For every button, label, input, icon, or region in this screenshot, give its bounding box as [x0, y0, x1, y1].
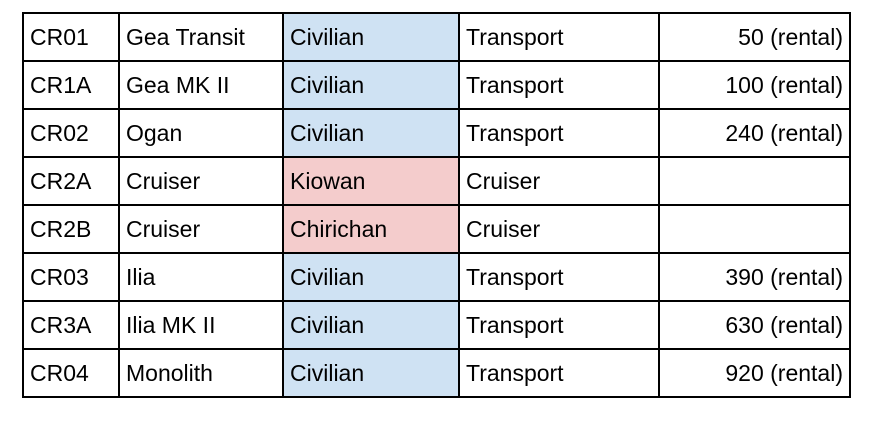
table-row: CR2A Cruiser Kiowan Cruiser — [22, 156, 851, 206]
class-cell: Transport — [458, 108, 660, 158]
code-cell: CR02 — [22, 108, 120, 158]
code-cell: CR01 — [22, 12, 120, 62]
faction-cell: Civilian — [282, 252, 460, 302]
ship-table: CR01 Gea Transit Civilian Transport 50 (rent… — [22, 12, 851, 398]
name-cell: Cruiser — [118, 156, 284, 206]
class-cell: Transport — [458, 348, 660, 398]
faction-cell: Civilian — [282, 348, 460, 398]
code-cell: CR03 — [22, 252, 120, 302]
faction-cell: Civilian — [282, 12, 460, 62]
name-cell: Ogan — [118, 108, 284, 158]
faction-cell: Civilian — [282, 300, 460, 350]
table-row: CR03 Ilia Civilian Transport 390 (rental) — [22, 252, 851, 302]
code-cell: CR3A — [22, 300, 120, 350]
code-cell: CR1A — [22, 60, 120, 110]
code-cell: CR2A — [22, 156, 120, 206]
price-cell: 240 (rental) — [658, 108, 851, 158]
price-cell — [658, 204, 851, 254]
price-cell: 50 (rental) — [658, 12, 851, 62]
table-row: CR01 Gea Transit Civilian Transport 50 (rent… — [22, 12, 851, 62]
class-cell: Cruiser — [458, 204, 660, 254]
faction-cell: Kiowan — [282, 156, 460, 206]
faction-cell: Civilian — [282, 108, 460, 158]
price-cell — [658, 156, 851, 206]
class-cell: Transport — [458, 252, 660, 302]
name-cell: Monolith — [118, 348, 284, 398]
name-cell: Ilia MK II — [118, 300, 284, 350]
table-row: CR3A Ilia MK II Civilian Transport 630 (rent… — [22, 300, 851, 350]
code-cell: CR04 — [22, 348, 120, 398]
name-cell: Ilia — [118, 252, 284, 302]
price-cell: 920 (rental) — [658, 348, 851, 398]
table-row: CR02 Ogan Civilian Transport 240 (rental) — [22, 108, 851, 158]
class-cell: Cruiser — [458, 156, 660, 206]
name-cell: Cruiser — [118, 204, 284, 254]
price-cell: 100 (rental) — [658, 60, 851, 110]
name-cell: Gea Transit — [118, 12, 284, 62]
faction-cell: Civilian — [282, 60, 460, 110]
price-cell: 630 (rental) — [658, 300, 851, 350]
name-cell: Gea MK II — [118, 60, 284, 110]
class-cell: Transport — [458, 60, 660, 110]
table-row: CR2B Cruiser Chirichan Cruiser — [22, 204, 851, 254]
code-cell: CR2B — [22, 204, 120, 254]
table-row: CR1A Gea MK II Civilian Transport 100 (renta… — [22, 60, 851, 110]
class-cell: Transport — [458, 300, 660, 350]
class-cell: Transport — [458, 12, 660, 62]
faction-cell: Chirichan — [282, 204, 460, 254]
table-row: CR04 Monolith Civilian Transport 920 (rental… — [22, 348, 851, 398]
price-cell: 390 (rental) — [658, 252, 851, 302]
table-body: CR01 Gea Transit Civilian Transport 50 (rent… — [22, 12, 851, 398]
